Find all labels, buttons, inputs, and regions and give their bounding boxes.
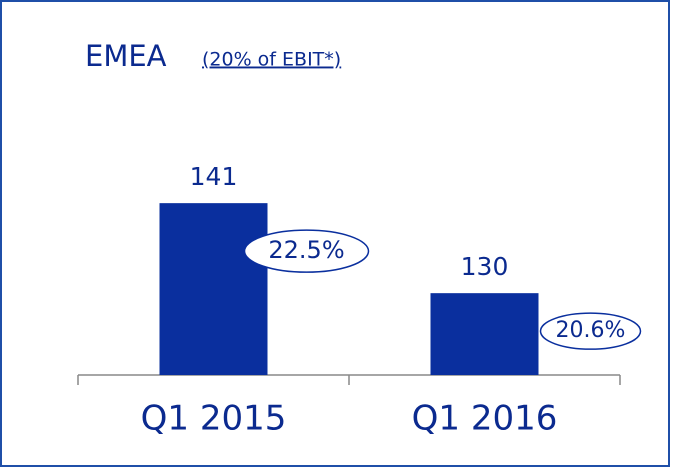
bar	[430, 293, 539, 375]
annotation-oval	[539, 312, 642, 350]
chart-subtitle: (20% of EBIT*)	[202, 49, 341, 71]
value-label: 141	[190, 162, 238, 191]
x-tick-label: Q1 2016	[412, 399, 558, 439]
annotation: 20.6%	[556, 318, 626, 343]
annotation-oval	[243, 229, 370, 273]
annotation: 22.5%	[268, 236, 344, 264]
bar	[159, 203, 268, 375]
chart-title: EMEA	[85, 39, 167, 73]
x-tick-label: Q1 2015	[141, 399, 287, 439]
value-label: 130	[461, 252, 509, 281]
